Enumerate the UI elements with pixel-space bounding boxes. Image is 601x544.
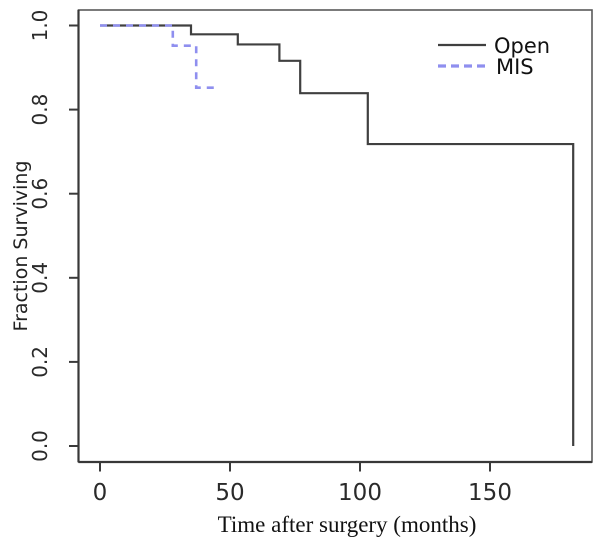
legend-label-open: Open: [494, 34, 550, 58]
y-tick-label: 0.0: [28, 430, 52, 462]
x-axis-ticks: 0 50 100 150: [93, 462, 512, 506]
y-tick-label: 0.6: [28, 178, 52, 210]
y-tick-label: 0.8: [28, 94, 52, 126]
y-axis-ticks: 0.0 0.2 0.4 0.6 0.8 1.0: [28, 10, 79, 462]
x-tick-label: 0: [93, 480, 108, 506]
y-tick-label: 1.0: [28, 10, 52, 42]
x-axis-title: Time after surgery (months): [218, 512, 477, 537]
legend-label-mis: MIS: [496, 55, 534, 79]
y-axis-title: Fraction Surviving: [10, 161, 32, 332]
survival-curves: [100, 24, 575, 446]
x-tick-label: 100: [338, 480, 382, 506]
x-tick-label: 150: [468, 480, 512, 506]
x-tick-label: 50: [215, 480, 244, 506]
curve-open: [100, 24, 575, 446]
curve-mis: [100, 24, 220, 90]
y-tick-label: 0.2: [28, 346, 52, 378]
legend: Open MIS: [438, 34, 550, 79]
y-tick-label: 0.4: [28, 262, 52, 294]
